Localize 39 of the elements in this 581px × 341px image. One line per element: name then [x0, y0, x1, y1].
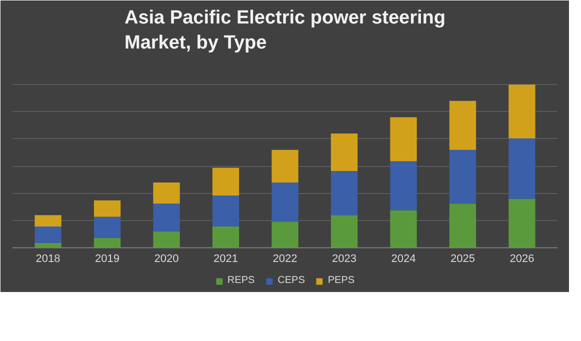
bar	[449, 150, 476, 204]
bar	[272, 182, 298, 222]
bar	[272, 222, 298, 248]
bar	[94, 238, 121, 248]
bar	[272, 150, 298, 182]
chart-title: Asia Pacific Electric power steering Market, by Type	[124, 7, 446, 54]
bar	[508, 84, 536, 138]
bar	[390, 161, 417, 210]
bar	[34, 215, 62, 227]
bar	[449, 204, 476, 248]
legend-label: CEPS	[278, 275, 305, 286]
bar	[212, 168, 240, 196]
bar	[449, 100, 476, 150]
bar	[153, 182, 180, 204]
bar	[212, 196, 240, 227]
legend-label: PEPS	[328, 275, 355, 286]
bar	[330, 215, 358, 248]
x-tick-label: 2022	[272, 253, 298, 266]
x-tick-label: 2024	[391, 253, 416, 266]
bar	[508, 138, 536, 199]
bar	[153, 231, 180, 248]
x-tick-label: 2019	[95, 253, 120, 266]
x-tick-label: 2021	[214, 253, 238, 266]
bar	[508, 198, 536, 248]
bar	[94, 216, 121, 238]
x-tick-label: 2018	[36, 253, 60, 266]
bar	[390, 117, 417, 162]
bar	[212, 226, 240, 248]
x-tick-label: 2026	[510, 253, 534, 266]
bar	[330, 134, 358, 172]
x-tick-label: 2025	[450, 253, 475, 266]
bar	[153, 204, 180, 232]
bar	[94, 200, 121, 217]
bar	[390, 210, 417, 248]
x-tick-label: 2020	[154, 253, 179, 266]
bar	[330, 171, 358, 216]
legend-label: REPS	[227, 275, 255, 286]
x-tick-label: 2023	[332, 253, 356, 266]
bar	[34, 226, 62, 243]
